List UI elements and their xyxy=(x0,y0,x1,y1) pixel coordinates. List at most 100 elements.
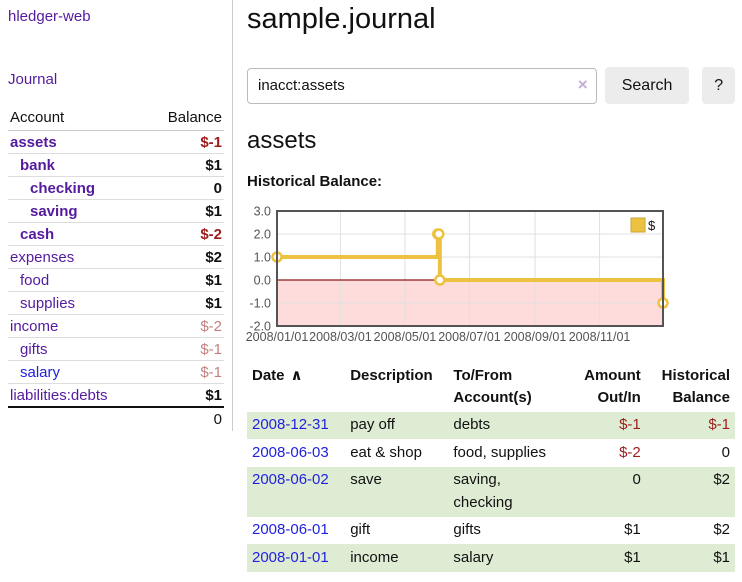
account-link[interactable]: income xyxy=(10,317,59,335)
transaction-amount: $-2 xyxy=(619,443,641,461)
account-link[interactable]: cash xyxy=(20,225,55,243)
account-link[interactable]: saving xyxy=(30,202,78,220)
account-name-cell: food xyxy=(8,268,146,292)
transaction-description: save xyxy=(345,466,449,517)
accounts-header-account: Account xyxy=(8,105,146,131)
account-balance: $1 xyxy=(145,268,224,292)
transaction-row: 2008-12-31 pay off debts $-1 $-1 xyxy=(247,411,735,440)
account-link[interactable]: gifts xyxy=(20,340,48,358)
account-row: cash $-2 xyxy=(8,222,224,246)
search-button[interactable]: Search xyxy=(604,67,690,105)
chart-title: Historical Balance: xyxy=(247,172,383,190)
account-row: liabilities:debts $1 xyxy=(8,383,224,407)
clear-search-icon[interactable]: × xyxy=(577,74,588,94)
transaction-balance: $2 xyxy=(645,466,735,517)
accounts-total-row: 0 xyxy=(8,406,224,431)
account-link[interactable]: food xyxy=(20,271,50,289)
transaction-accounts: saving, checking xyxy=(448,466,561,517)
main-content: sample.journal × Search ? assets Histori… xyxy=(246,0,742,572)
y-tick-label: 0.0 xyxy=(254,273,271,287)
account-balance: 0 xyxy=(145,176,224,200)
transaction-date-cell: 2008-01-01 xyxy=(247,544,346,572)
transaction-date-link[interactable]: 2008-06-01 xyxy=(252,521,329,539)
account-link[interactable]: assets xyxy=(10,133,57,151)
sidebar-nav: Journal xyxy=(8,71,224,88)
nav-journal-link[interactable]: Journal xyxy=(8,71,58,88)
account-row: supplies $1 xyxy=(8,291,224,315)
x-tick-label: 2008/07/01 xyxy=(438,330,501,344)
transaction-row: 2008-01-01 income salary $1 $1 xyxy=(247,544,735,572)
x-tick-label: 2008/05/01 xyxy=(374,330,437,344)
register-header-date[interactable]: Date ∧ xyxy=(252,366,303,384)
transaction-date-link[interactable]: 2008-06-03 xyxy=(252,443,329,461)
account-balance: $1 xyxy=(145,291,224,315)
account-name-cell: saving xyxy=(8,199,146,223)
y-tick-label: 2.0 xyxy=(254,227,271,241)
account-balance: $1 xyxy=(145,199,224,223)
transaction-date-link[interactable]: 2008-06-02 xyxy=(252,471,329,489)
register-header-description: Description xyxy=(350,366,433,384)
transaction-row: 2008-06-02 save saving, checking 0 $2 xyxy=(247,466,735,517)
transaction-accounts: gifts xyxy=(453,521,481,539)
register-table: Date ∧ Description To/From Account(s) Amount… xyxy=(247,363,735,572)
account-link[interactable]: bank xyxy=(20,156,56,174)
account-row: food $1 xyxy=(8,268,224,292)
help-button[interactable]: ? xyxy=(702,67,735,105)
register-header-row: Date ∧ Description To/From Account(s) Amount… xyxy=(247,363,735,412)
account-balance: $-2 xyxy=(145,314,224,338)
account-balance: $-1 xyxy=(200,133,222,151)
transaction-row: 2008-06-03 eat & shop food, supplies $-2 0 xyxy=(247,439,735,467)
search-box: × xyxy=(247,67,597,104)
x-tick-label: 2008/11/01 xyxy=(569,330,631,344)
account-link[interactable]: liabilities:debts xyxy=(10,386,108,404)
transaction-balance: $2 xyxy=(713,521,730,539)
transaction-date-cell: 2008-06-02 xyxy=(247,466,346,517)
account-name-cell: gifts xyxy=(8,337,146,361)
account-name-cell: supplies xyxy=(8,291,146,315)
transaction-row: 2008-06-01 gift gifts $1 $2 xyxy=(247,517,735,545)
transaction-date-link[interactable]: 2008-12-31 xyxy=(252,416,329,434)
transaction-description: gift xyxy=(350,521,371,539)
account-balance: $-2 xyxy=(145,222,224,246)
account-row: expenses $2 xyxy=(8,245,224,269)
brand-link[interactable]: hledger-web xyxy=(8,8,91,25)
account-link[interactable]: salary xyxy=(20,363,61,381)
transaction-description: eat & shop xyxy=(350,443,422,461)
transaction-date-cell: 2008-06-01 xyxy=(247,517,345,545)
register-header-historical-balance: Historical Balance xyxy=(661,366,730,407)
search-input[interactable] xyxy=(247,67,597,104)
account-balance: $-1 xyxy=(145,337,224,361)
legend-label: $ xyxy=(648,218,656,233)
account-link[interactable]: supplies xyxy=(20,294,76,312)
account-row: gifts $-1 xyxy=(8,337,224,361)
account-row: checking 0 xyxy=(8,176,224,200)
data-point xyxy=(434,273,446,286)
transaction-amount: 0 xyxy=(560,466,646,517)
transaction-date-cell: 2008-06-03 xyxy=(247,439,345,467)
transaction-accounts: debts xyxy=(448,411,561,440)
account-row: bank $1 xyxy=(8,153,224,177)
transaction-description: income xyxy=(345,544,449,572)
transaction-amount: $-1 xyxy=(560,411,646,440)
accounts-table: Account Balance assets $-1 bank $1 checking 0… xyxy=(8,105,224,431)
plot-border xyxy=(276,209,664,327)
accounts-total-spacer xyxy=(8,406,146,431)
account-link[interactable]: checking xyxy=(30,179,96,197)
register-header-to-from-account-s-: To/From Account(s) xyxy=(453,366,532,407)
page-title: sample.journal xyxy=(247,3,436,35)
y-tick-label: -1.0 xyxy=(249,296,271,310)
transaction-accounts: salary xyxy=(448,544,561,572)
accounts-header-balance: Balance xyxy=(145,105,224,131)
account-link[interactable]: expenses xyxy=(10,248,75,266)
account-balance: $-1 xyxy=(145,360,224,384)
account-name-cell: income xyxy=(8,314,146,338)
search-bar: × Search ? xyxy=(247,67,735,105)
y-tick-label: 1.0 xyxy=(254,250,271,264)
transaction-date-link[interactable]: 2008-01-01 xyxy=(252,548,329,566)
account-name-cell: expenses xyxy=(8,245,146,269)
transaction-amount: $1 xyxy=(560,544,646,572)
transaction-description: pay off xyxy=(345,411,449,440)
y-tick-label: -2.0 xyxy=(249,319,271,333)
